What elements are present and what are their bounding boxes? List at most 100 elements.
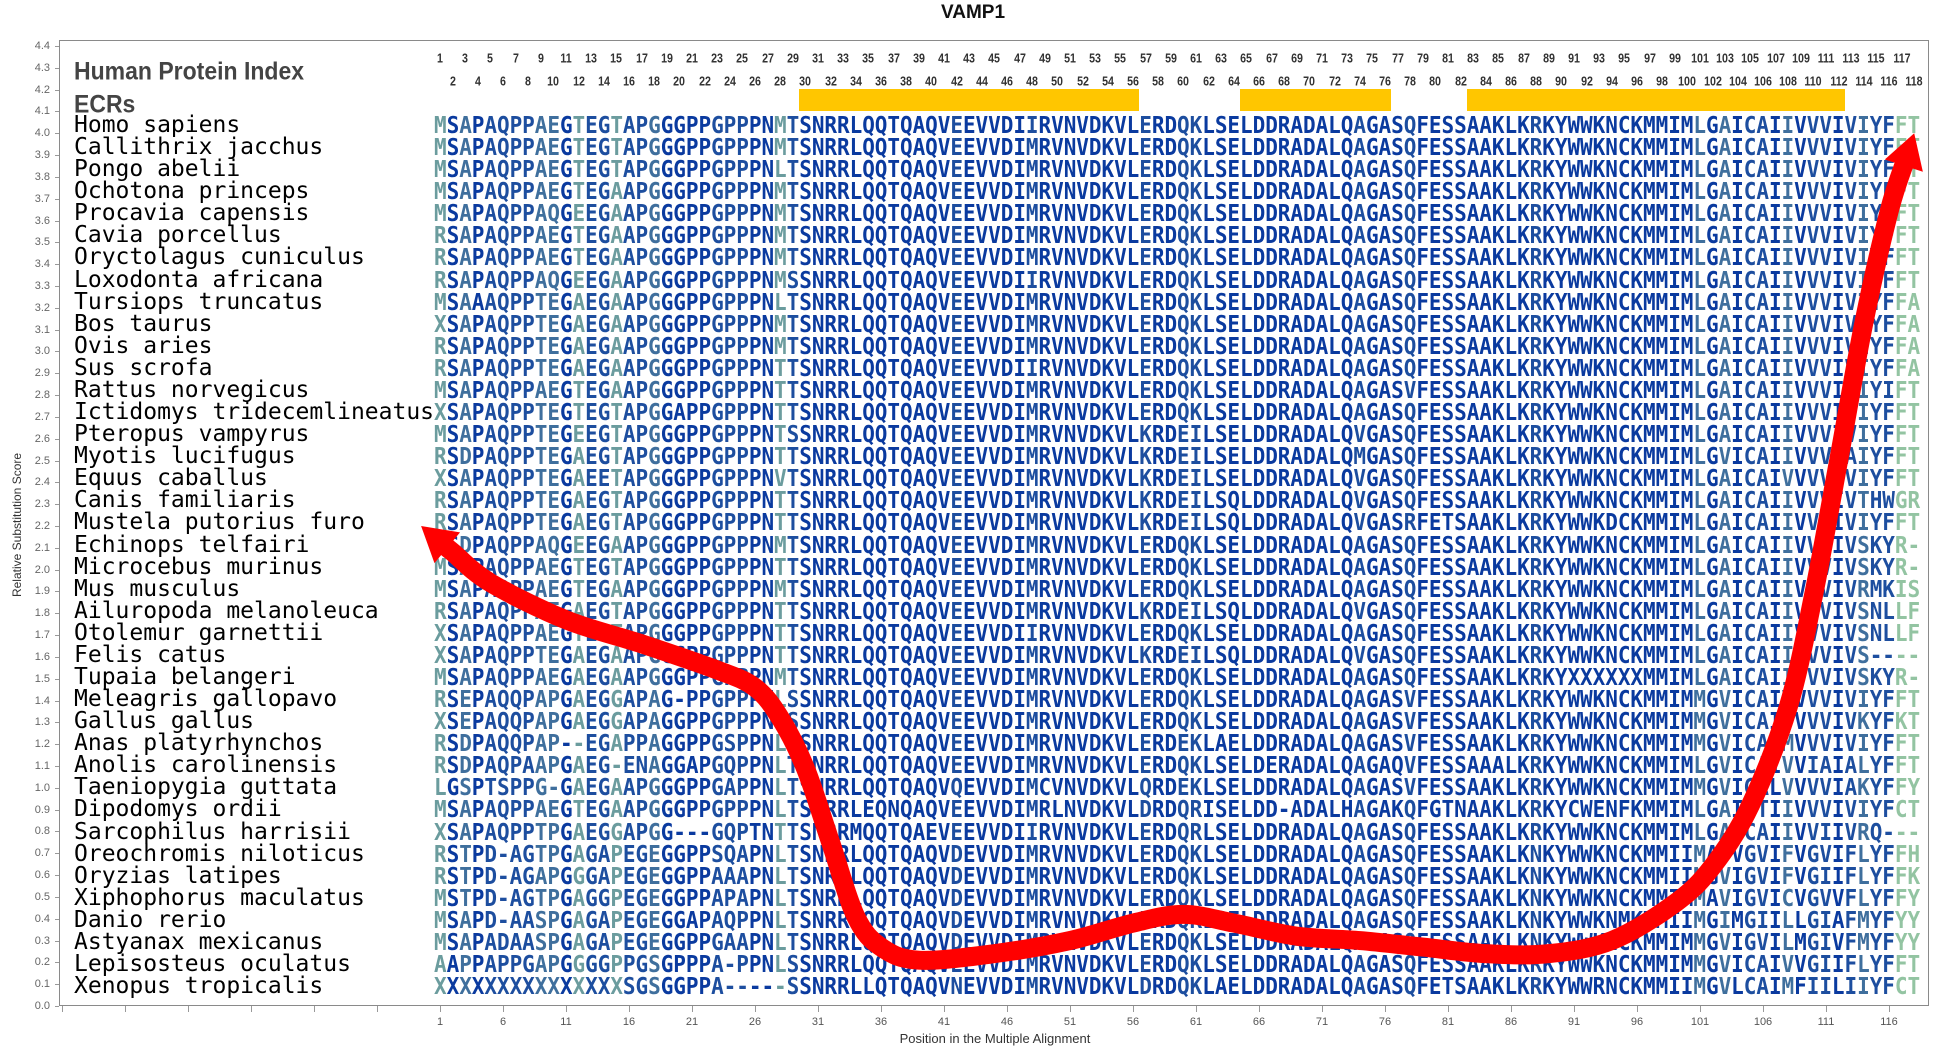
residue: E <box>962 111 976 139</box>
residue: D <box>1265 111 1278 139</box>
protein-index-number: 4 <box>474 73 481 89</box>
residue: V <box>975 111 989 139</box>
residue: W <box>1567 972 1581 1000</box>
residue: S <box>446 133 460 161</box>
residue: V <box>937 111 951 139</box>
residue: X <box>547 972 560 1000</box>
y-tick-label: 3.6 <box>34 214 50 227</box>
residue: P <box>635 111 649 139</box>
residue: A <box>1466 972 1480 1000</box>
y-tick-mark <box>55 438 59 440</box>
residue: M <box>1643 972 1656 1000</box>
residue: R <box>1277 133 1291 161</box>
residue: X <box>534 972 548 1000</box>
residue: M <box>774 111 787 139</box>
residue: A <box>484 133 498 161</box>
residue: G <box>673 133 686 161</box>
residue: V <box>1051 133 1064 161</box>
residue: W <box>1580 133 1593 161</box>
y-tick-mark <box>55 46 59 47</box>
protein-index-number: 65 <box>1240 50 1253 66</box>
residue: X <box>610 972 623 1000</box>
y-tick-label: 1.2 <box>34 738 50 751</box>
residue: D <box>1164 972 1178 1000</box>
residue: X <box>484 972 498 1000</box>
residue: V <box>1794 133 1807 161</box>
residue: P <box>522 111 535 139</box>
protein-index-number: 96 <box>1631 73 1643 89</box>
residue: D <box>1000 133 1014 161</box>
protein-index-number: 82 <box>1454 73 1467 89</box>
residue: A <box>1466 111 1480 139</box>
residue: D <box>1164 133 1178 161</box>
residue: L <box>1202 972 1215 1000</box>
residue: X <box>572 972 586 1000</box>
residue: S <box>1441 111 1455 139</box>
y-tick-label: 0.3 <box>34 934 50 947</box>
residue: R <box>1151 972 1165 1000</box>
residue: Y <box>1869 111 1883 139</box>
residue: A <box>534 133 548 161</box>
protein-index-number: 5 <box>487 50 494 66</box>
residue: I <box>1768 111 1782 139</box>
y-tick-label: 4.4 <box>34 40 50 52</box>
residue: P <box>522 133 535 161</box>
protein-index-number: 97 <box>1643 50 1656 66</box>
protein-index-number: 105 <box>1741 50 1760 66</box>
residue: P <box>685 111 699 139</box>
species-name: Anas platyrhynchos <box>74 730 324 757</box>
species-name: Taeniopygia guttata <box>74 774 338 801</box>
residue: E <box>1428 972 1442 1000</box>
residue: X <box>585 972 598 1000</box>
protein-index-number: 35 <box>862 50 875 66</box>
residue: P <box>698 111 712 139</box>
residue: E <box>1227 133 1241 161</box>
protein-index-number: 52 <box>1076 73 1089 89</box>
protein-index-number: 21 <box>686 50 698 66</box>
y-tick-mark <box>55 89 59 91</box>
residue: F <box>1894 111 1908 139</box>
residue: L <box>1504 111 1518 139</box>
protein-index-number: 34 <box>849 73 862 89</box>
species-name: Ovis aries <box>74 332 213 359</box>
protein-index-number: 84 <box>1479 73 1492 89</box>
y-tick-label: 3.1 <box>34 323 50 336</box>
y-tick-label: 2.9 <box>34 367 50 380</box>
ecr-bar <box>1240 89 1392 111</box>
residue: E <box>1227 111 1241 139</box>
residue: I <box>1013 972 1026 1000</box>
residue: N <box>761 133 775 161</box>
species-name: Mus musculus <box>74 575 241 602</box>
protein-index-number: 103 <box>1716 50 1735 66</box>
species-name: Procavia capensis <box>74 200 310 227</box>
residue: A <box>1378 133 1392 161</box>
residue: N <box>811 111 825 139</box>
species-name: Rattus norvegicus <box>74 376 310 403</box>
y-tick-label: 1.4 <box>34 694 50 707</box>
residue: S <box>1454 972 1467 1000</box>
residue: K <box>1189 972 1203 1000</box>
residue: X <box>446 972 460 1000</box>
residue: Q <box>899 972 913 1000</box>
residue: G <box>711 133 724 161</box>
residue: G <box>597 133 611 161</box>
ecr-bar <box>1466 89 1845 111</box>
y-tick-mark <box>55 264 59 266</box>
y-tick-mark <box>55 853 59 855</box>
residue: X <box>522 972 535 1000</box>
protein-index-number: 49 <box>1038 50 1051 66</box>
species-name: Ailuropoda melanoleuca <box>74 597 379 624</box>
protein-index-number: 116 <box>1880 73 1898 89</box>
residue: K <box>1101 972 1115 1000</box>
residue: Q <box>1340 111 1354 139</box>
protein-index-number: 95 <box>1618 50 1631 66</box>
residue: I <box>1013 133 1026 161</box>
residue: A <box>912 133 926 161</box>
residue: A <box>534 111 548 139</box>
species-name: Danio rerio <box>74 906 227 933</box>
species-name: Pongo abelii <box>74 156 241 183</box>
residue: V <box>1114 111 1127 139</box>
residue: R <box>1277 972 1291 1000</box>
residue: C <box>1743 133 1757 161</box>
residue: Q <box>862 111 875 139</box>
